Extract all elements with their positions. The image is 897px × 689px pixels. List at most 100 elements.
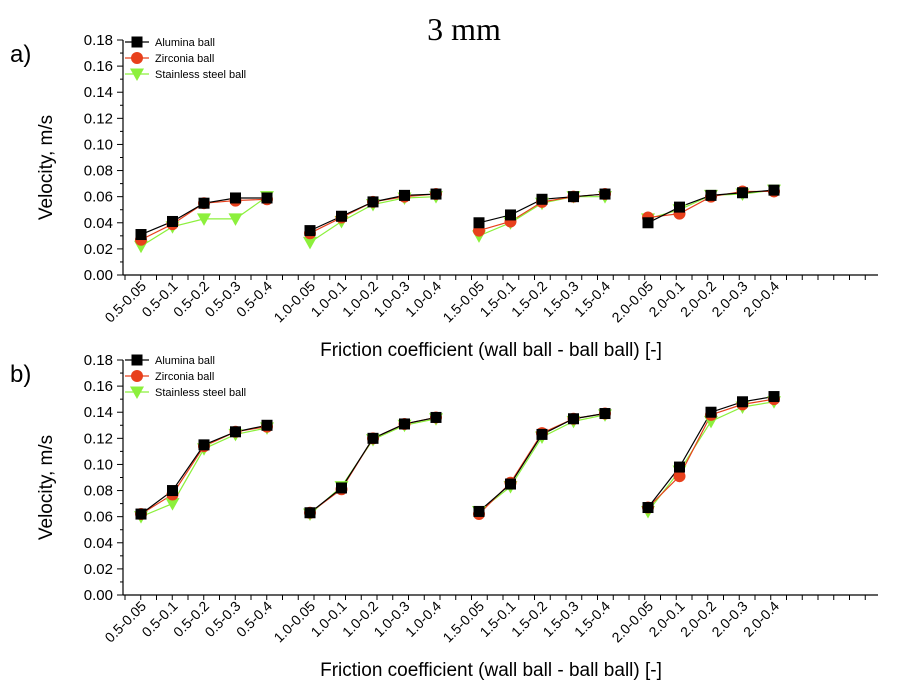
y-tick-label: 0.04 bbox=[84, 215, 113, 232]
y-tick-label: 0.14 bbox=[84, 84, 113, 101]
legend-marker bbox=[131, 354, 143, 366]
data-point bbox=[304, 507, 316, 519]
y-tick-label: 0.10 bbox=[84, 136, 113, 153]
x-tick-label: 1.0-0.05 bbox=[270, 278, 318, 326]
legend-label: Alumina ball bbox=[155, 37, 215, 49]
data-point bbox=[228, 213, 243, 226]
x-tick-label: 2.0-0.4 bbox=[740, 598, 782, 640]
data-point bbox=[303, 236, 317, 250]
x-tick-label: 2.0-0.05 bbox=[608, 278, 656, 326]
y-tick-label: 0.08 bbox=[84, 483, 113, 500]
data-point bbox=[673, 470, 686, 483]
data-point bbox=[399, 189, 410, 201]
data-point bbox=[336, 482, 347, 494]
x-tick-label: 1.5-0.4 bbox=[571, 278, 613, 320]
legend-marker bbox=[131, 370, 143, 382]
series-line bbox=[140, 424, 268, 515]
data-point bbox=[167, 215, 178, 227]
x-axis-label: Friction coefficient (wall ball - ball b… bbox=[320, 340, 662, 361]
data-point bbox=[568, 191, 579, 203]
x-tick-label: 0.5-0.4 bbox=[233, 598, 275, 640]
data-point bbox=[705, 189, 717, 201]
y-tick-label: 0.10 bbox=[84, 456, 113, 473]
y-tick-label: 0.08 bbox=[84, 163, 113, 180]
y-axis-label: Velocity, m/s bbox=[36, 115, 57, 220]
legend-marker bbox=[130, 68, 144, 81]
data-point bbox=[399, 418, 410, 430]
x-tick-label: 0.5-0.05 bbox=[101, 278, 149, 326]
data-point bbox=[768, 391, 780, 403]
data-point bbox=[367, 432, 379, 444]
x-tick-label: 1.0-0.05 bbox=[270, 598, 318, 646]
data-point bbox=[473, 217, 485, 229]
legend-label: Stainless steel ball bbox=[155, 69, 246, 81]
data-point bbox=[674, 461, 685, 473]
y-tick-label: 0.00 bbox=[84, 267, 113, 284]
data-point bbox=[197, 213, 211, 226]
data-point bbox=[642, 217, 654, 229]
y-tick-label: 0.16 bbox=[84, 58, 113, 75]
legend-label: Alumina ball bbox=[155, 355, 215, 367]
data-point bbox=[430, 188, 442, 200]
y-tick-label: 0.14 bbox=[84, 404, 113, 421]
y-tick-label: 0.06 bbox=[84, 509, 113, 526]
panel-label: a) bbox=[10, 41, 31, 68]
y-tick-label: 0.18 bbox=[84, 32, 113, 49]
data-point bbox=[135, 229, 147, 241]
x-tick-label: 2.0-0.4 bbox=[740, 278, 782, 320]
y-tick-label: 0.04 bbox=[84, 535, 113, 552]
data-point bbox=[198, 197, 210, 209]
x-tick-label: 1.0-0.4 bbox=[402, 598, 444, 640]
data-point bbox=[536, 428, 548, 440]
data-point bbox=[505, 478, 516, 490]
data-point bbox=[430, 411, 442, 423]
data-point bbox=[536, 193, 548, 205]
y-tick-label: 0.18 bbox=[84, 352, 113, 369]
data-point bbox=[336, 210, 347, 222]
series-line bbox=[309, 416, 437, 514]
data-point bbox=[165, 498, 180, 511]
data-point bbox=[261, 419, 273, 431]
x-tick-label: 1.5-0.4 bbox=[571, 598, 613, 640]
x-tick-label: 1.5-0.05 bbox=[439, 598, 487, 646]
legend-marker bbox=[131, 36, 143, 48]
data-point bbox=[261, 192, 273, 204]
data-point bbox=[599, 408, 611, 420]
data-point bbox=[599, 188, 611, 200]
x-axis-label: Friction coefficient (wall ball - ball b… bbox=[320, 660, 662, 681]
x-tick-label: 1.5-0.05 bbox=[439, 278, 487, 326]
data-point bbox=[167, 485, 178, 497]
data-point bbox=[768, 184, 780, 196]
legend-label: Zirconia ball bbox=[155, 53, 214, 65]
legend-label: Zirconia ball bbox=[155, 371, 214, 383]
y-axis-label: Velocity, m/s bbox=[36, 435, 57, 540]
data-point bbox=[642, 502, 654, 514]
data-point bbox=[674, 201, 685, 213]
data-point bbox=[135, 508, 147, 520]
data-point bbox=[304, 225, 316, 237]
x-tick-label: 2.0-0.05 bbox=[608, 598, 656, 646]
data-point bbox=[230, 426, 241, 438]
data-point bbox=[737, 187, 748, 199]
data-point bbox=[737, 396, 748, 408]
panel-label: b) bbox=[10, 361, 31, 388]
y-tick-label: 0.02 bbox=[84, 561, 113, 578]
y-tick-label: 0.02 bbox=[84, 241, 113, 258]
y-tick-label: 0.06 bbox=[84, 189, 113, 206]
legend-label: Stainless steel ball bbox=[155, 387, 246, 399]
y-tick-label: 0.00 bbox=[84, 587, 113, 604]
y-tick-label: 0.12 bbox=[84, 430, 113, 447]
data-point bbox=[568, 413, 579, 425]
data-point bbox=[505, 209, 516, 221]
x-tick-label: 1.0-0.4 bbox=[402, 278, 444, 320]
data-point bbox=[198, 439, 210, 451]
data-point bbox=[473, 505, 485, 517]
y-tick-label: 0.16 bbox=[84, 378, 113, 395]
figure-title: 3 mm bbox=[427, 11, 501, 47]
x-tick-label: 0.5-0.4 bbox=[233, 278, 275, 320]
panel-b: b) 0.00 0.02 0.04 0.06 0.08 0.10 0.12 0.14 0.16 0.… bbox=[10, 352, 878, 681]
panel-a: a) 0.00 0.02 0.04 0.06 0.08 0.10 0.12 0.14 0.16 0.… bbox=[10, 32, 878, 361]
data-point bbox=[367, 196, 379, 208]
legend-marker bbox=[131, 52, 143, 64]
